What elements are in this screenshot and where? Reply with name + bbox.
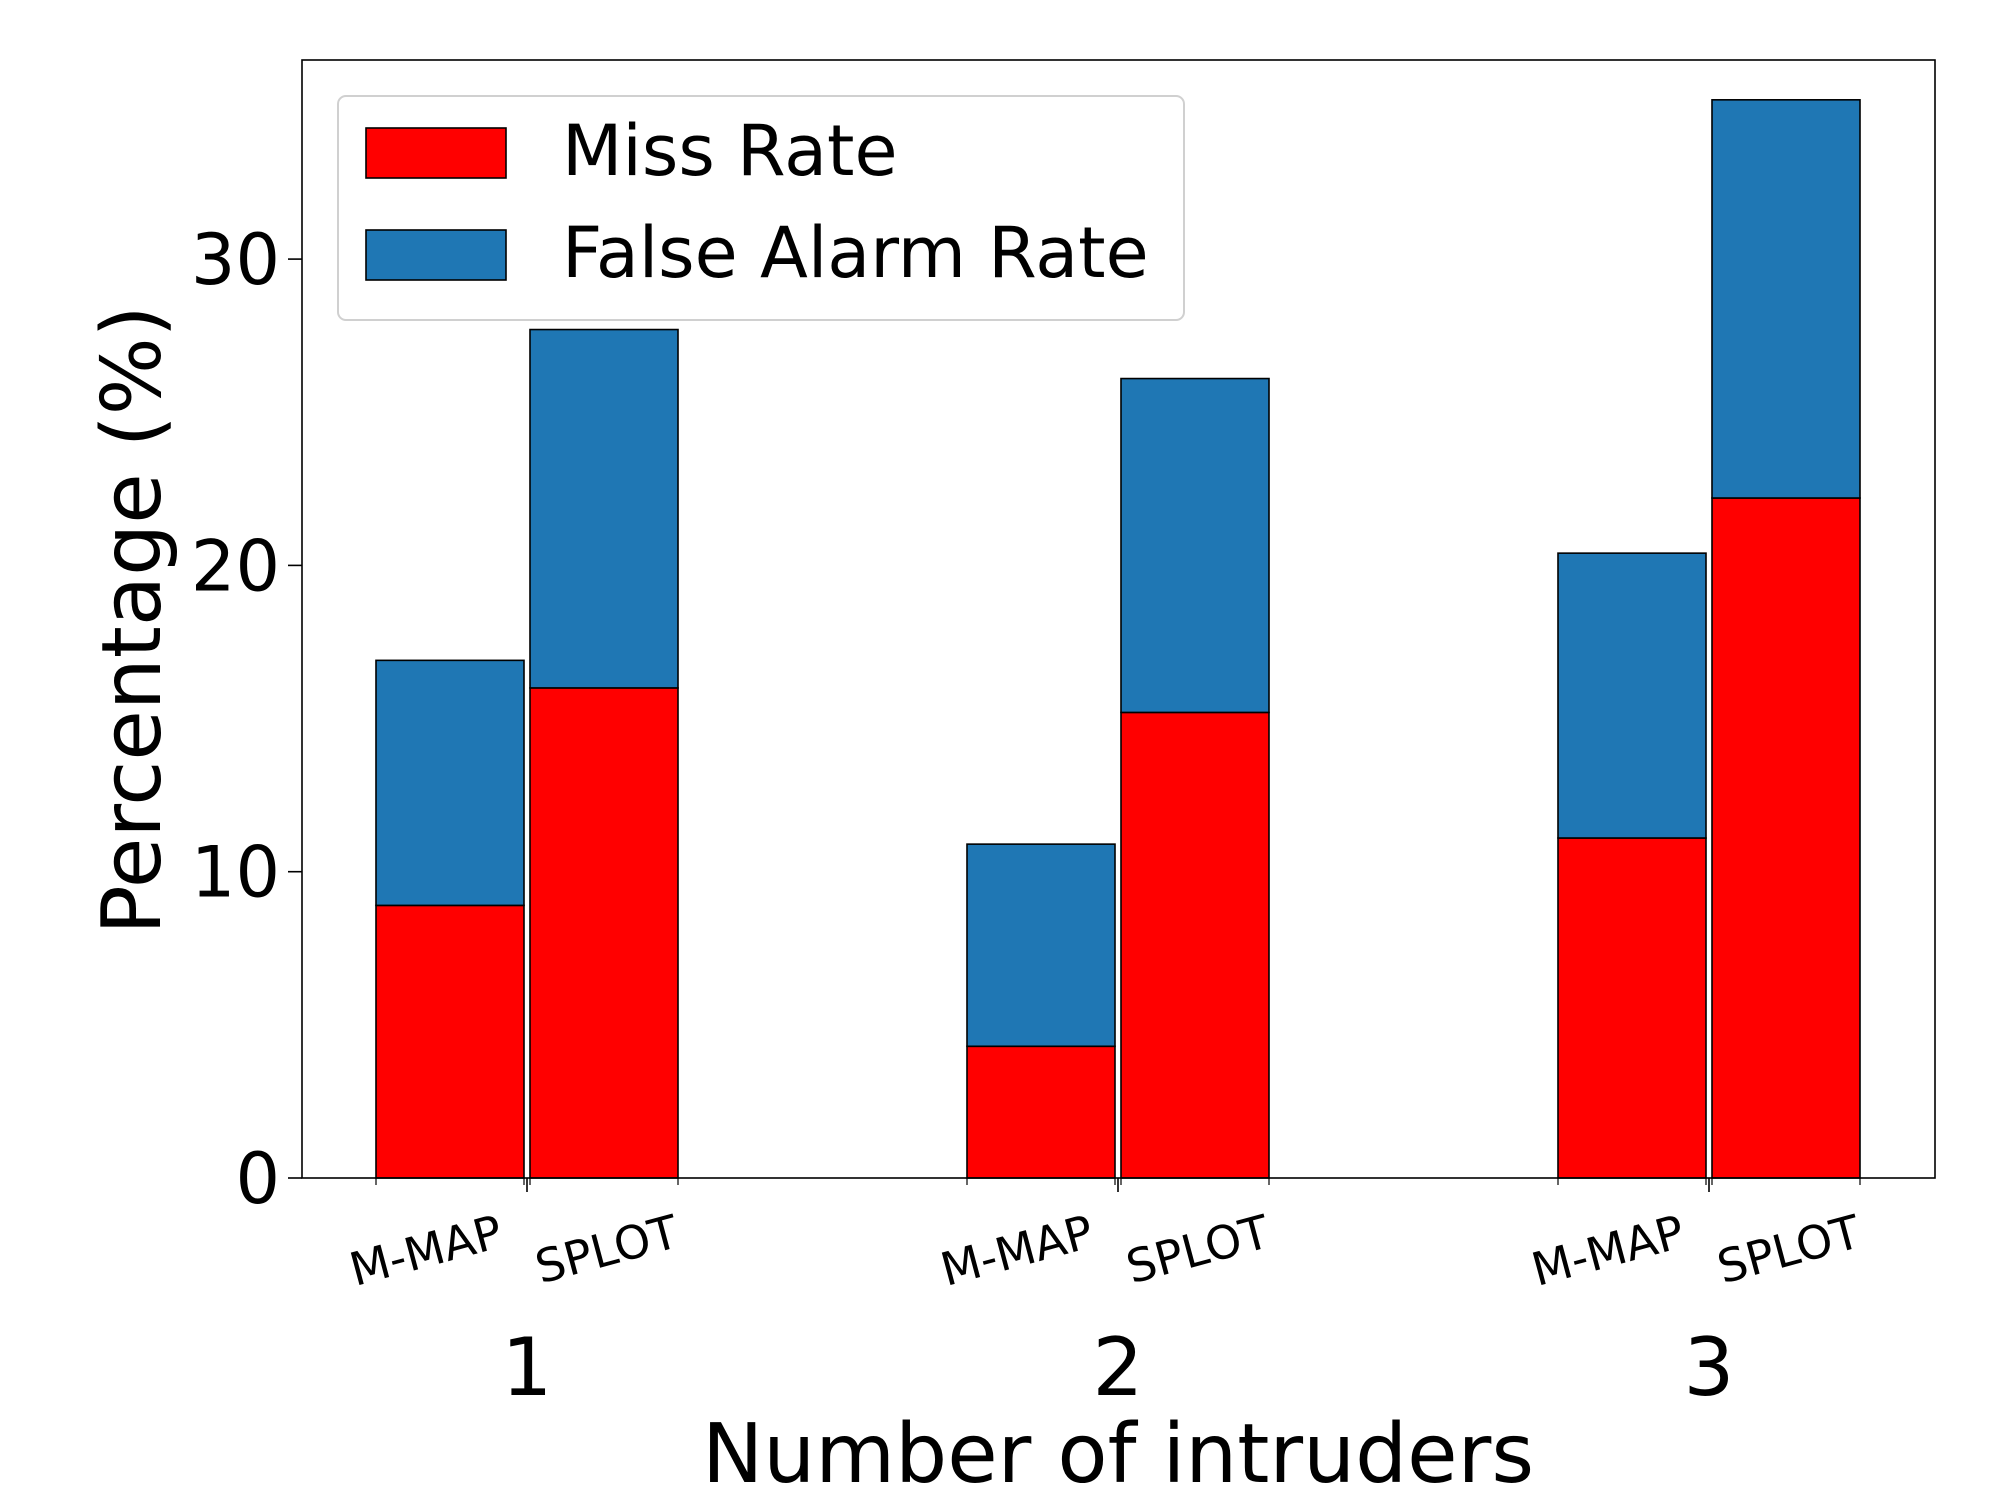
bar-false-alarm-rate-1-splot [529,328,679,689]
group-label: 1 [502,1321,553,1414]
legend-swatch [365,127,507,179]
bar-miss-rate-1-m-map [375,904,525,1179]
method-label: M-MAP [344,1204,508,1296]
bars-layer [375,99,1861,1179]
legend-label: False Alarm Rate [562,212,1149,294]
x-axis-title: Number of intruders [702,1407,1534,1500]
y-axis-title: Percentage (%) [85,305,180,934]
bar-miss-rate-2-splot [1120,711,1270,1179]
y-tick-label: 20 [191,525,280,607]
bar-false-alarm-rate-3-m-map [1557,552,1707,839]
method-label: M-MAP [1526,1204,1690,1296]
group-label: 2 [1093,1321,1144,1414]
legend-swatch [365,229,507,281]
y-tick-label: 30 [191,219,280,301]
method-label: SPLOT [530,1204,685,1294]
legend-box [337,95,1185,321]
method-label: SPLOT [1121,1204,1276,1294]
method-label: M-MAP [935,1204,1099,1296]
y-axis: 0 10 20 30 [191,219,302,1220]
bar-false-alarm-rate-3-splot [1711,99,1861,499]
bar-miss-rate-3-m-map [1557,837,1707,1179]
method-label: SPLOT [1712,1204,1867,1294]
y-tick-label: 10 [191,832,280,914]
bar-miss-rate-3-splot [1711,497,1861,1179]
legend-label: Miss Rate [562,110,898,192]
legend: Miss Rate False Alarm Rate [337,95,1185,321]
bar-false-alarm-rate-2-m-map [966,843,1116,1048]
bar-false-alarm-rate-2-splot [1120,377,1270,714]
bar-false-alarm-rate-1-m-map [375,659,525,907]
bar-miss-rate-2-m-map [966,1045,1116,1179]
y-tick-label: 0 [235,1138,280,1220]
bar-miss-rate-1-splot [529,687,679,1179]
group-label: 3 [1684,1321,1735,1414]
